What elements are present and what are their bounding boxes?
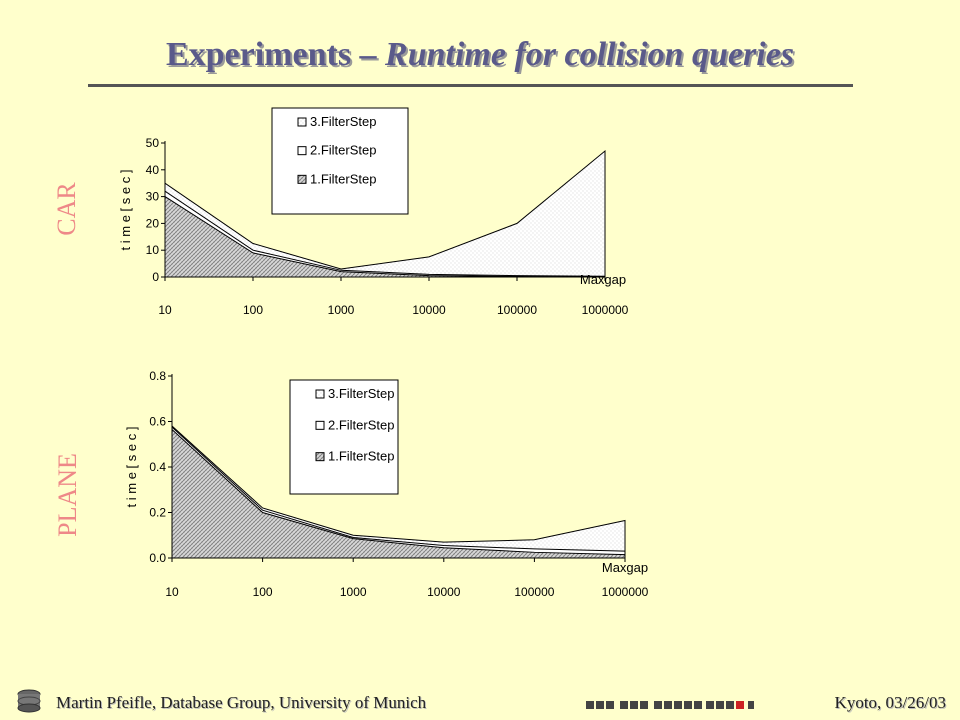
slide-title-main: Experiments – (165, 36, 386, 73)
x-tick-label: 10 (165, 585, 179, 599)
x-tick-label: 1000 (340, 585, 367, 599)
x-tick-label: 10000 (412, 303, 446, 317)
legend-box (271, 107, 409, 215)
slide-title-subtitle: Runtime for collision queries (385, 36, 795, 73)
y-tick-label: 0.0 (149, 551, 166, 565)
y-axis-label: t i m e [ s e c ] (118, 170, 133, 251)
legend-entry: 3.FilterStep (328, 386, 394, 401)
legend-swatch (315, 452, 325, 462)
y-tick-label: 50 (146, 136, 160, 150)
x-tick-label: 100000 (497, 303, 537, 317)
area-series-3 (171, 428, 626, 559)
area-series-1 (164, 149, 606, 278)
x-tick-label: 100 (243, 303, 263, 317)
legend-swatch (315, 420, 325, 430)
y-tick-label: 0.4 (149, 460, 166, 474)
legend-swatch (297, 117, 307, 127)
x-axis-label: Maxgap (580, 272, 626, 287)
y-tick-label: 0.6 (149, 415, 166, 429)
y-tick-label: 0.8 (149, 369, 166, 383)
y-axis-label: t i m e [ s e c ] (124, 427, 139, 508)
x-tick-label: 100 (253, 585, 273, 599)
database-logo-icon (17, 689, 41, 713)
slide-progress-indicator[interactable] (586, 699, 756, 711)
legend-swatch (297, 174, 307, 184)
plane-chart: 0.0 0.2 0.4 0.6 0.8 10 100 1000 10000 100000 10000… (124, 369, 649, 599)
legend-entry: 1.FilterStep (310, 171, 376, 186)
x-tick-label: 10000 (427, 585, 461, 599)
x-tick-label: 1000000 (582, 303, 629, 317)
y-tick-label: 10 (146, 243, 160, 257)
x-tick-label: 1000000 (602, 585, 649, 599)
legend-swatch (315, 389, 325, 399)
legend-entry: 1.FilterStep (328, 449, 394, 464)
y-tick-label: 40 (146, 163, 160, 177)
x-tick-label: 100000 (514, 585, 554, 599)
footer-author: Martin Pfeifle, Database Group, Universi… (56, 693, 427, 712)
x-tick-label: 1000 (328, 303, 355, 317)
slide-title: Experiments – Runtime for collision quer… (0, 36, 960, 74)
legend-box (289, 379, 399, 495)
y-tick-label: 0.2 (149, 506, 166, 520)
y-tick-label: 0 (152, 270, 159, 284)
legend-entry: 2.FilterStep (328, 417, 394, 432)
car-chart: 0 10 20 30 40 50 10 100 1000 10000 100000 1000000 Ma… (118, 107, 629, 317)
legend-entry: 3.FilterStep (310, 114, 376, 129)
footer-date: Kyoto, 03/26/03 (834, 693, 946, 712)
y-tick-label: 20 (146, 216, 160, 230)
title-underline (88, 84, 853, 87)
legend-swatch (297, 146, 307, 156)
x-tick-label: 10 (158, 303, 172, 317)
x-axis-label: Maxgap (602, 560, 648, 575)
y-tick-label: 30 (146, 190, 160, 204)
footer (0, 686, 960, 720)
legend-entry: 2.FilterStep (310, 143, 376, 158)
area-series-3 (164, 195, 606, 278)
